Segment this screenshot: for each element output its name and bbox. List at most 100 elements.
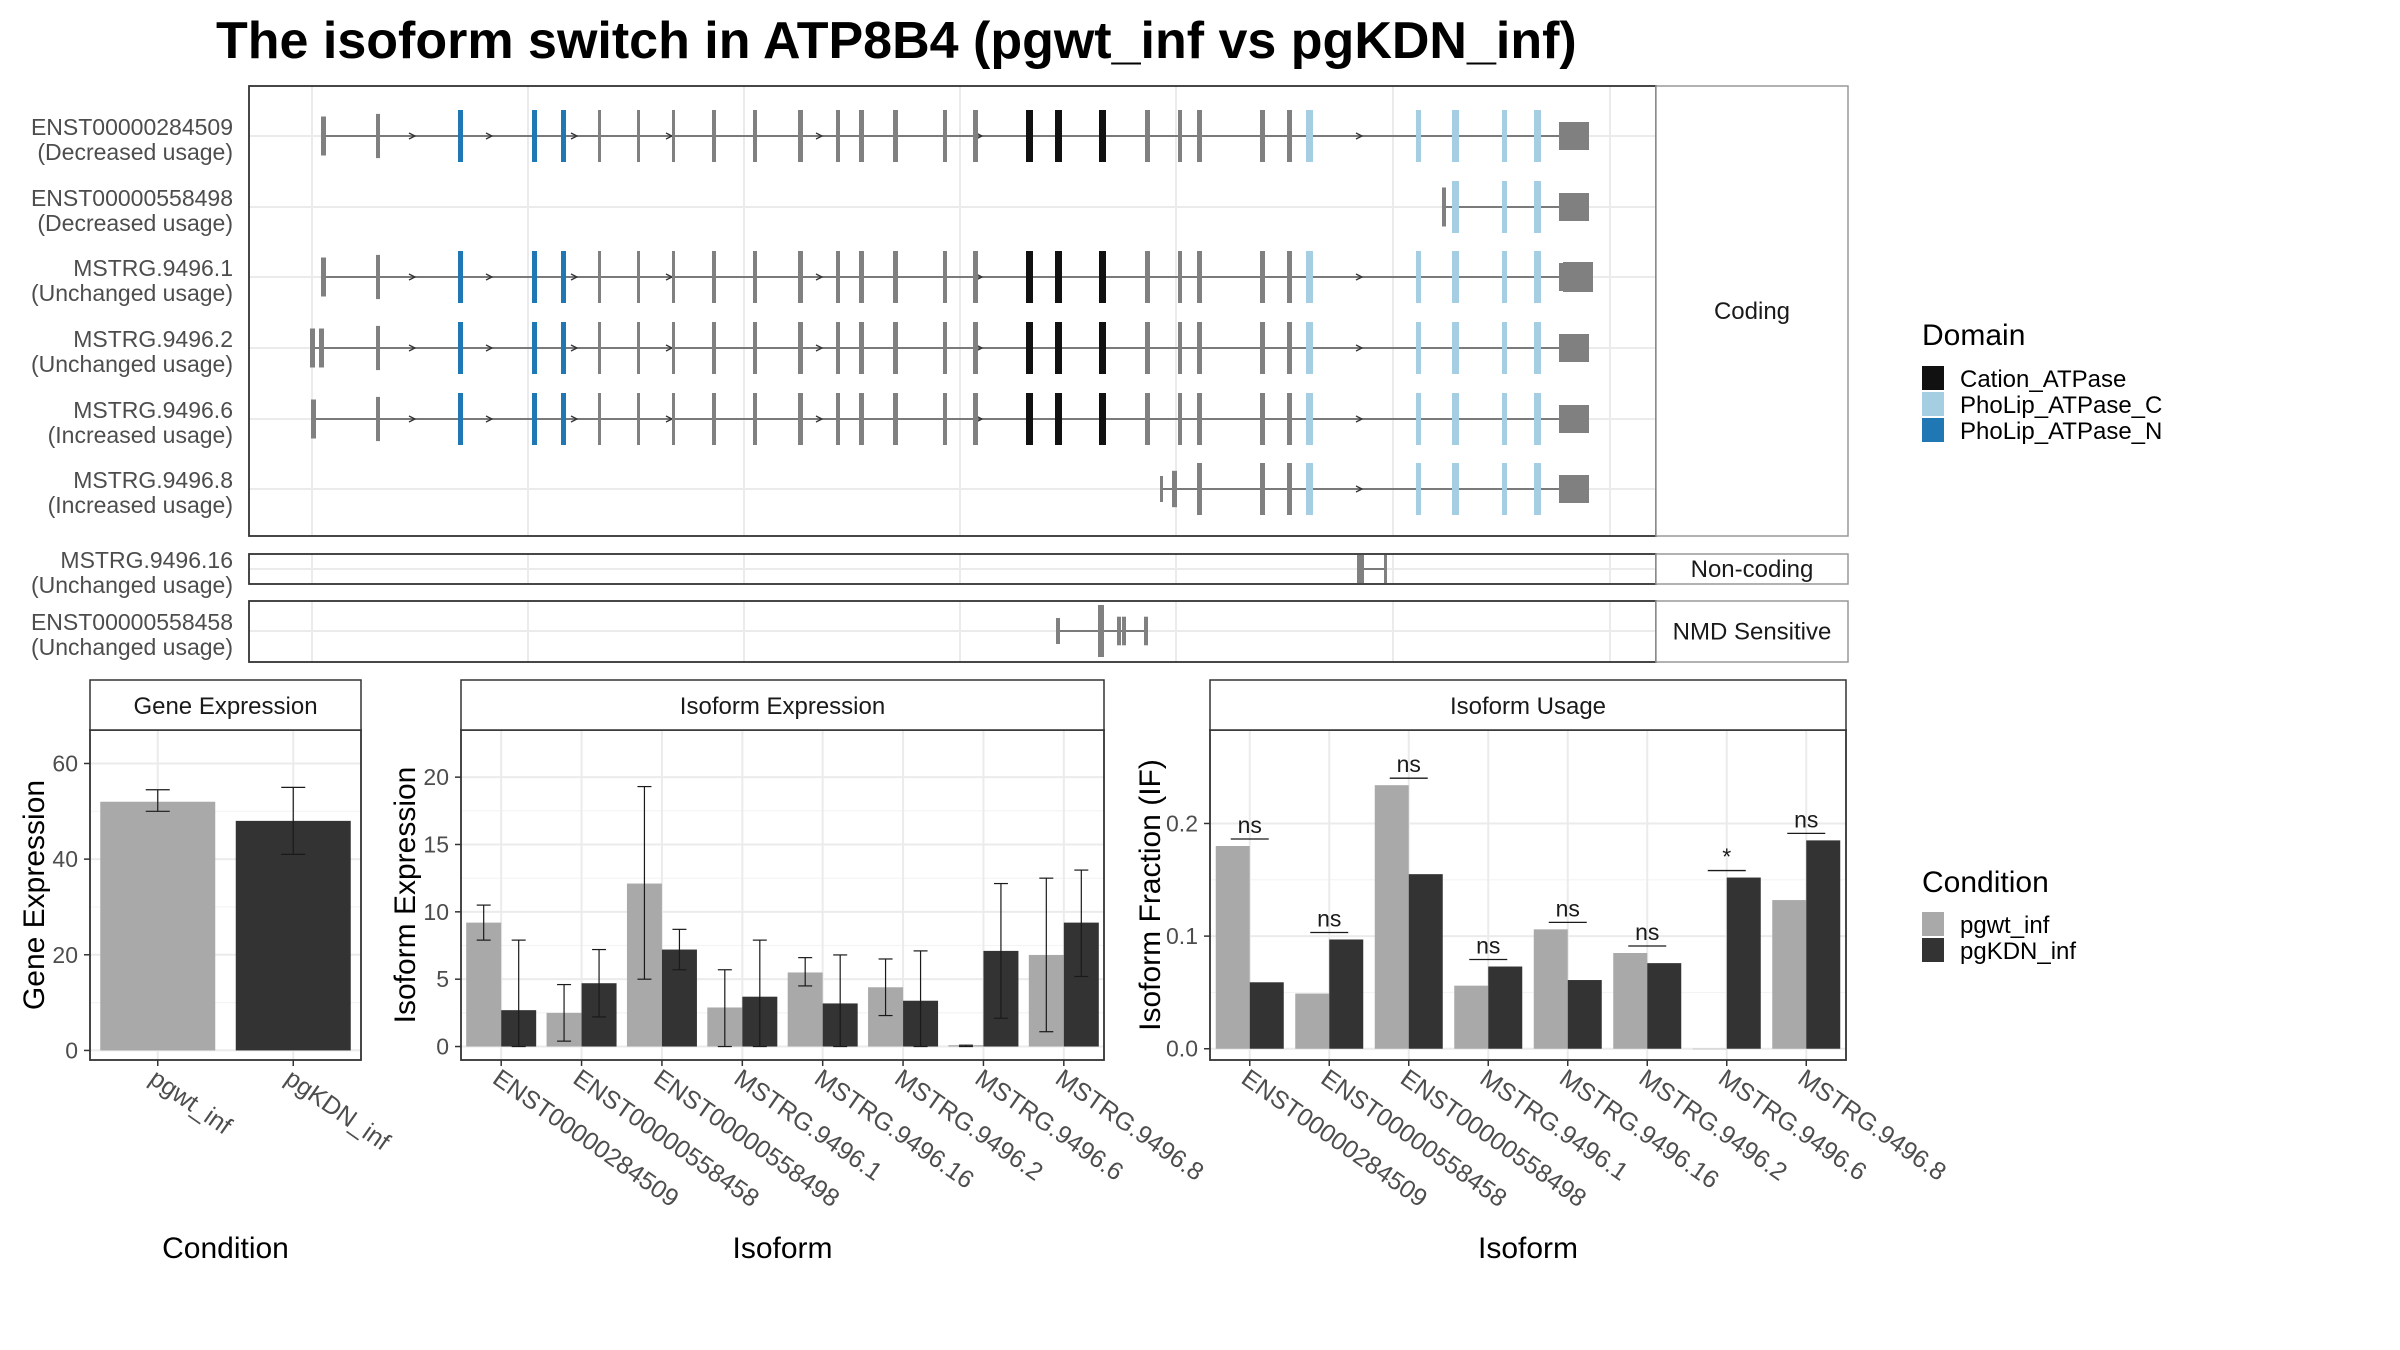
legend-swatch xyxy=(1922,366,1944,390)
exon xyxy=(1178,322,1182,374)
exon xyxy=(1099,393,1106,445)
exon xyxy=(458,393,463,445)
transcript-name-label: MSTRG.9496.1 xyxy=(73,255,233,281)
exon xyxy=(943,110,947,162)
legend-title: Condition xyxy=(1922,866,2049,899)
strand-arrow xyxy=(815,273,824,281)
bar xyxy=(1408,874,1443,1049)
exon xyxy=(598,251,601,303)
y-tick-label: 5 xyxy=(436,966,449,992)
transcript-name-label: ENST00000558498 xyxy=(31,185,233,211)
exon xyxy=(943,322,947,374)
exon xyxy=(1260,110,1265,162)
strand-arrow xyxy=(1355,344,1364,352)
exon xyxy=(1145,251,1150,303)
exon xyxy=(1306,251,1313,303)
exon xyxy=(532,110,537,162)
utr-exon xyxy=(1563,334,1589,362)
figure-title: The isoform switch in ATP8B4 (pgwt_inf v… xyxy=(216,12,1577,70)
exon xyxy=(1178,393,1182,445)
exon xyxy=(1197,463,1202,515)
facet-strip-label: Non-coding xyxy=(1691,556,1814,583)
exon xyxy=(458,322,463,374)
facet-strip xyxy=(1655,85,1849,537)
bar xyxy=(1488,966,1523,1049)
exon xyxy=(1197,251,1202,303)
panel-strip xyxy=(89,679,362,731)
y-tick-label: 0 xyxy=(65,1037,78,1063)
exon xyxy=(1306,322,1313,374)
strand-arrow xyxy=(485,273,494,281)
exon xyxy=(458,110,463,162)
exon xyxy=(1452,110,1459,162)
exon xyxy=(798,322,803,374)
y-tick-label: 10 xyxy=(423,899,449,925)
exon xyxy=(1416,251,1421,303)
exon xyxy=(561,393,566,445)
transcript-usage-label: (Decreased usage) xyxy=(37,139,233,165)
exon xyxy=(973,251,978,303)
exon xyxy=(1160,476,1163,502)
exon xyxy=(798,393,803,445)
exon xyxy=(1502,110,1507,162)
exon xyxy=(1287,110,1292,162)
exon xyxy=(798,251,803,303)
exon xyxy=(859,110,864,162)
legend-swatch xyxy=(1922,418,1944,442)
bar xyxy=(1613,953,1648,1049)
exon xyxy=(637,251,640,303)
strand-arrow xyxy=(485,344,494,352)
exon xyxy=(1260,393,1265,445)
exon xyxy=(836,251,840,303)
exon xyxy=(1099,110,1106,162)
exon xyxy=(1534,393,1541,445)
exon xyxy=(1287,463,1292,515)
strand-arrow xyxy=(408,132,417,140)
exon xyxy=(319,328,324,368)
exon xyxy=(1287,393,1292,445)
exon xyxy=(1416,110,1421,162)
exon xyxy=(376,113,380,159)
exon xyxy=(893,110,898,162)
exon xyxy=(1260,322,1265,374)
exon xyxy=(1452,393,1459,445)
utr-exon xyxy=(1563,122,1589,150)
exon xyxy=(672,251,675,303)
y-tick-label: 15 xyxy=(423,831,449,857)
utr-exon xyxy=(1563,262,1593,292)
exon xyxy=(376,325,380,371)
exon xyxy=(1197,110,1202,162)
utr-exon xyxy=(1563,405,1589,433)
legend-title: Domain xyxy=(1922,319,2025,352)
significance-label: ns xyxy=(1556,895,1580,921)
y-tick-label: 0.0 xyxy=(1166,1036,1198,1062)
strand-arrow xyxy=(570,415,579,423)
exon xyxy=(1357,555,1364,583)
exon xyxy=(561,251,566,303)
domain-legend: Domain Cation_ATPasePhoLip_ATPase_CPhoLip… xyxy=(1922,319,2162,445)
exon xyxy=(712,322,716,374)
exon xyxy=(753,110,757,162)
exon xyxy=(1055,322,1062,374)
exon xyxy=(859,393,864,445)
facet-strip-label: Coding xyxy=(1714,298,1790,325)
transcript-name-label: MSTRG.9496.16 xyxy=(60,547,233,573)
bar xyxy=(1692,1048,1727,1050)
utr-exon xyxy=(1563,193,1589,221)
y-tick-label: 0.2 xyxy=(1166,810,1198,836)
legend-label: PhoLip_ATPase_N xyxy=(1960,418,2162,445)
transcript-plot: ENST00000284509(Decreased usage)ENST0000… xyxy=(31,85,1849,663)
facet-strip xyxy=(1655,553,1849,585)
exon xyxy=(376,396,380,442)
exon xyxy=(561,322,566,374)
exon xyxy=(943,393,947,445)
exon xyxy=(1287,322,1292,374)
significance-label: ns xyxy=(1397,751,1421,777)
exon xyxy=(1172,470,1177,508)
exon xyxy=(753,393,757,445)
exon xyxy=(532,393,537,445)
exon xyxy=(532,322,537,374)
significance-label: ns xyxy=(1476,933,1500,959)
